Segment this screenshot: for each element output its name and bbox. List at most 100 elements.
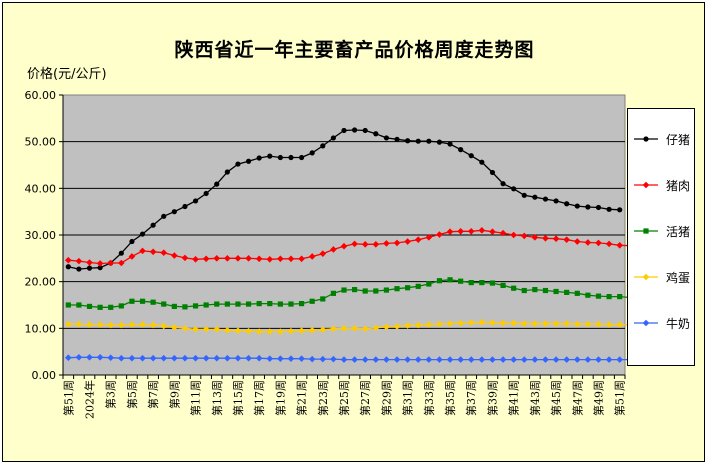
legend-label: 牛奶 (666, 317, 691, 331)
data-point (478, 356, 486, 363)
data-point (351, 325, 358, 332)
data-point (352, 287, 358, 293)
data-point (267, 153, 273, 159)
data-point (298, 327, 305, 334)
data-point (298, 154, 305, 161)
data-point (65, 354, 72, 362)
y-tick-label: 60.00 (25, 89, 57, 102)
data-point (245, 354, 252, 362)
data-point (309, 150, 315, 156)
data-point (139, 354, 146, 362)
data-point (446, 320, 454, 327)
y-tick-label: 0.00 (32, 369, 57, 382)
data-point (383, 240, 390, 247)
data-point (605, 240, 613, 248)
data-point (532, 287, 538, 293)
x-tick-label: 第3周 (104, 380, 118, 409)
data-point (341, 127, 347, 134)
data-point (118, 354, 125, 362)
data-point (149, 248, 157, 256)
x-tick-label: 第51周 (613, 380, 627, 416)
x-tick-label: 第21周 (295, 380, 309, 416)
data-point (606, 206, 612, 212)
data-point (65, 264, 71, 270)
data-point (118, 259, 125, 267)
data-point (277, 301, 283, 307)
data-point (150, 299, 156, 305)
data-point (330, 246, 337, 253)
data-point (531, 356, 539, 363)
data-point (202, 325, 210, 333)
data-point (383, 287, 390, 293)
data-point (96, 321, 104, 328)
data-point (182, 203, 188, 210)
data-point (308, 253, 316, 260)
data-point (564, 289, 570, 295)
y-tick-label: 30.00 (25, 229, 57, 242)
data-point (203, 302, 209, 308)
data-point (192, 325, 199, 333)
data-point (340, 356, 348, 363)
x-tick-label: 第7周 (146, 380, 160, 409)
data-point (478, 227, 486, 234)
legend: 仔猪 猪肉 活猪 鸡蛋 牛奶 (627, 108, 695, 366)
data-point (425, 234, 433, 241)
data-point (149, 321, 157, 329)
data-point (298, 355, 305, 362)
data-point (277, 328, 284, 335)
legend-item-4: 鸡蛋 (628, 267, 694, 287)
data-point (107, 354, 115, 362)
legend-label: 仔猪 (666, 133, 691, 147)
data-point (489, 356, 496, 363)
data-point (213, 255, 221, 262)
data-point (573, 320, 581, 328)
x-tick-label: 第51周 (61, 380, 75, 416)
data-point (542, 287, 549, 294)
data-point (224, 354, 231, 362)
data-point (255, 255, 263, 263)
legend-swatch (634, 181, 658, 189)
data-point (287, 327, 295, 335)
x-tick-label: 第17周 (252, 380, 266, 416)
data-point (393, 323, 401, 330)
data-point (436, 231, 443, 238)
data-point (361, 356, 369, 363)
data-point (510, 356, 517, 363)
data-point (245, 158, 252, 164)
data-point (542, 234, 549, 242)
data-point (224, 255, 231, 262)
data-point (595, 239, 602, 247)
x-tick-label: 第41周 (507, 380, 521, 416)
data-point (234, 255, 242, 262)
data-point (436, 320, 443, 328)
legend-label: 鸡蛋 (666, 271, 691, 285)
data-point (107, 321, 115, 329)
data-point (595, 293, 602, 299)
data-point (605, 356, 613, 363)
data-point (426, 281, 432, 287)
data-point (86, 265, 93, 271)
data-point (86, 303, 93, 309)
data-point (426, 138, 432, 144)
data-point (585, 292, 591, 298)
data-point (468, 153, 474, 159)
data-point (266, 355, 274, 362)
data-point (563, 320, 570, 327)
data-point (552, 320, 560, 327)
data-point (213, 325, 221, 333)
data-point (76, 302, 82, 308)
data-point (214, 181, 220, 187)
data-point (446, 356, 454, 363)
data-point (617, 294, 623, 300)
data-point (298, 301, 305, 307)
data-point (96, 353, 104, 361)
data-point (351, 240, 358, 248)
data-point (373, 288, 379, 294)
data-point (171, 354, 178, 362)
data-point (520, 320, 528, 327)
data-point (277, 355, 284, 362)
data-point (415, 283, 421, 289)
data-point (616, 241, 623, 249)
data-point (351, 356, 358, 363)
data-point (383, 356, 390, 363)
